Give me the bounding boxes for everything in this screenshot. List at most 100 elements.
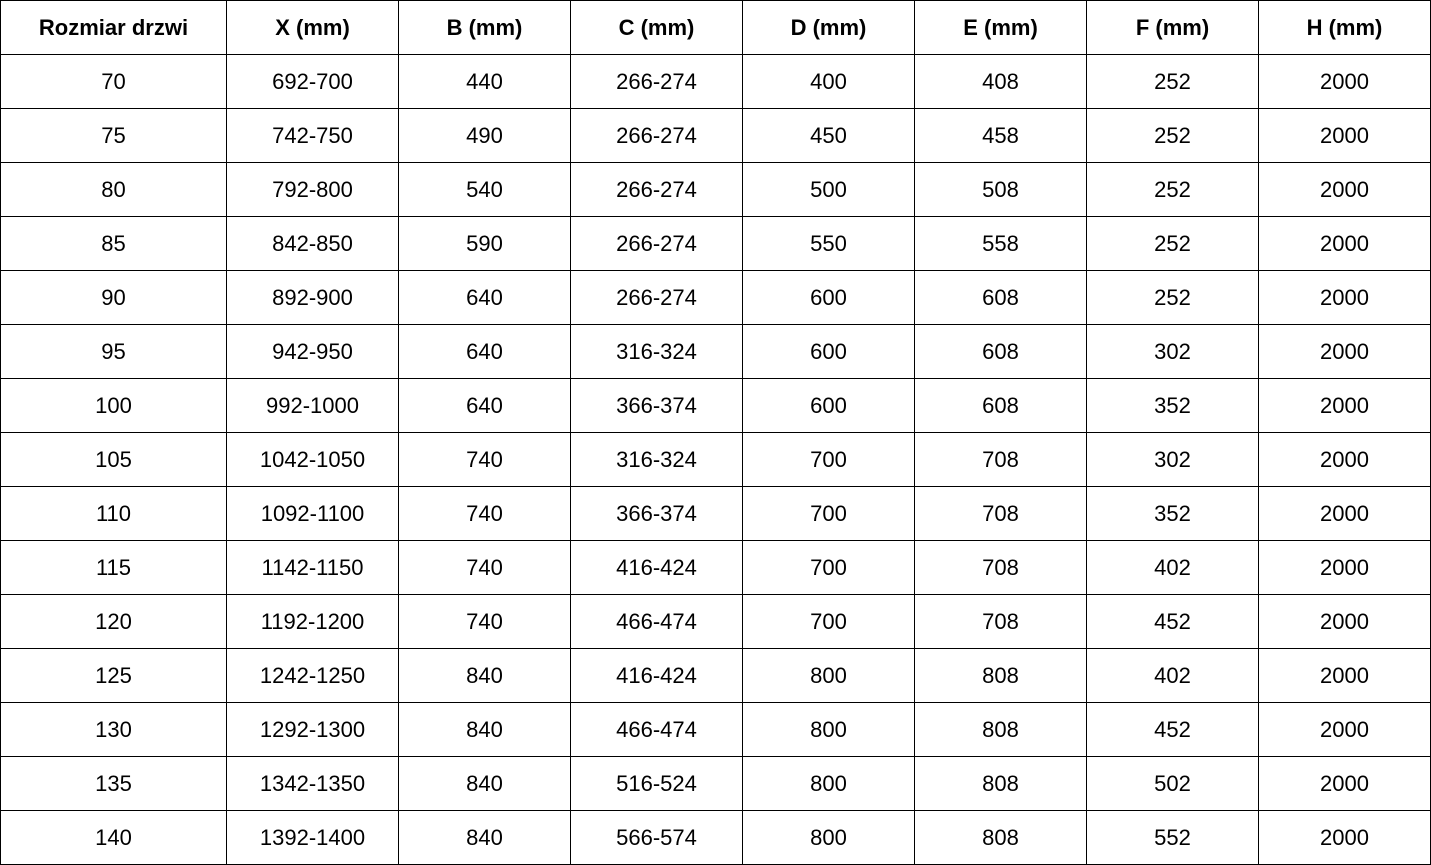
table-row: 120 1192-1200 740 466-474 700 708 452 2000 [0, 594, 1431, 649]
table-cell: 552 [1086, 810, 1259, 865]
table-cell: 2000 [1258, 594, 1431, 649]
table-cell: 700 [742, 432, 915, 487]
table-cell: 466-474 [570, 594, 743, 649]
column-header: D (mm) [742, 0, 915, 55]
table-cell: 125 [0, 648, 227, 703]
table-cell: 500 [742, 162, 915, 217]
table-row: 90 892-900 640 266-274 600 608 252 2000 [0, 270, 1431, 325]
table-cell: 100 [0, 378, 227, 433]
table-cell: 1392-1400 [226, 810, 399, 865]
table-cell: 640 [398, 324, 571, 379]
table-cell: 742-750 [226, 108, 399, 163]
table-cell: 266-274 [570, 270, 743, 325]
table-cell: 1342-1350 [226, 756, 399, 811]
table-row: 130 1292-1300 840 466-474 800 808 452 2000 [0, 702, 1431, 757]
table-cell: 2000 [1258, 324, 1431, 379]
table-cell: 490 [398, 108, 571, 163]
table-row: 75 742-750 490 266-274 450 458 252 2000 [0, 108, 1431, 163]
table-cell: 2000 [1258, 54, 1431, 109]
table-cell: 740 [398, 540, 571, 595]
table-cell: 120 [0, 594, 227, 649]
table-cell: 366-374 [570, 378, 743, 433]
table-cell: 90 [0, 270, 227, 325]
table-cell: 2000 [1258, 540, 1431, 595]
column-header: X (mm) [226, 0, 399, 55]
column-header: H (mm) [1258, 0, 1431, 55]
table-cell: 266-274 [570, 162, 743, 217]
table-cell: 2000 [1258, 756, 1431, 811]
table-cell: 740 [398, 432, 571, 487]
table-cell: 2000 [1258, 108, 1431, 163]
table-cell: 550 [742, 216, 915, 271]
table-cell: 416-424 [570, 648, 743, 703]
table-cell: 808 [914, 756, 1087, 811]
table-row: 85 842-850 590 266-274 550 558 252 2000 [0, 216, 1431, 271]
table-cell: 1142-1150 [226, 540, 399, 595]
table-cell: 840 [398, 648, 571, 703]
table-cell: 708 [914, 486, 1087, 541]
table-cell: 452 [1086, 594, 1259, 649]
table-cell: 110 [0, 486, 227, 541]
table-cell: 608 [914, 270, 1087, 325]
table-cell: 840 [398, 702, 571, 757]
table-cell: 842-850 [226, 216, 399, 271]
table-row: 105 1042-1050 740 316-324 700 708 302 2000 [0, 432, 1431, 487]
column-header: F (mm) [1086, 0, 1259, 55]
table-cell: 640 [398, 378, 571, 433]
table-cell: 600 [742, 378, 915, 433]
table-cell: 700 [742, 486, 915, 541]
table-cell: 540 [398, 162, 571, 217]
table-cell: 700 [742, 540, 915, 595]
table-cell: 600 [742, 270, 915, 325]
table-cell: 800 [742, 756, 915, 811]
table-cell: 2000 [1258, 648, 1431, 703]
table-cell: 252 [1086, 54, 1259, 109]
table-row: 70 692-700 440 266-274 400 408 252 2000 [0, 54, 1431, 109]
table-cell: 566-574 [570, 810, 743, 865]
table-cell: 800 [742, 810, 915, 865]
table-cell: 590 [398, 216, 571, 271]
table-cell: 252 [1086, 270, 1259, 325]
table-cell: 2000 [1258, 270, 1431, 325]
column-header: E (mm) [914, 0, 1087, 55]
table-cell: 800 [742, 702, 915, 757]
table-cell: 792-800 [226, 162, 399, 217]
table-cell: 366-374 [570, 486, 743, 541]
table-cell: 352 [1086, 378, 1259, 433]
table-cell: 1042-1050 [226, 432, 399, 487]
table-cell: 452 [1086, 702, 1259, 757]
table-cell: 840 [398, 810, 571, 865]
table-cell: 708 [914, 432, 1087, 487]
table-cell: 458 [914, 108, 1087, 163]
table-cell: 608 [914, 324, 1087, 379]
table-cell: 316-324 [570, 432, 743, 487]
table-cell: 140 [0, 810, 227, 865]
table-cell: 416-424 [570, 540, 743, 595]
table-cell: 740 [398, 594, 571, 649]
table-cell: 402 [1086, 648, 1259, 703]
table-cell: 808 [914, 702, 1087, 757]
table-cell: 1092-1100 [226, 486, 399, 541]
table-cell: 808 [914, 648, 1087, 703]
table-cell: 266-274 [570, 108, 743, 163]
table-row: 135 1342-1350 840 516-524 800 808 502 2000 [0, 756, 1431, 811]
table-cell: 302 [1086, 324, 1259, 379]
table-cell: 840 [398, 756, 571, 811]
table-cell: 105 [0, 432, 227, 487]
column-header: C (mm) [570, 0, 743, 55]
table-cell: 692-700 [226, 54, 399, 109]
table-cell: 316-324 [570, 324, 743, 379]
table-cell: 2000 [1258, 162, 1431, 217]
table-cell: 450 [742, 108, 915, 163]
table-cell: 70 [0, 54, 227, 109]
table-cell: 516-524 [570, 756, 743, 811]
table-cell: 252 [1086, 216, 1259, 271]
table-row: 110 1092-1100 740 366-374 700 708 352 2000 [0, 486, 1431, 541]
table-cell: 558 [914, 216, 1087, 271]
table-cell: 600 [742, 324, 915, 379]
table-cell: 466-474 [570, 702, 743, 757]
table-row: 100 992-1000 640 366-374 600 608 352 2000 [0, 378, 1431, 433]
table-cell: 115 [0, 540, 227, 595]
table-cell: 252 [1086, 162, 1259, 217]
table-cell: 502 [1086, 756, 1259, 811]
